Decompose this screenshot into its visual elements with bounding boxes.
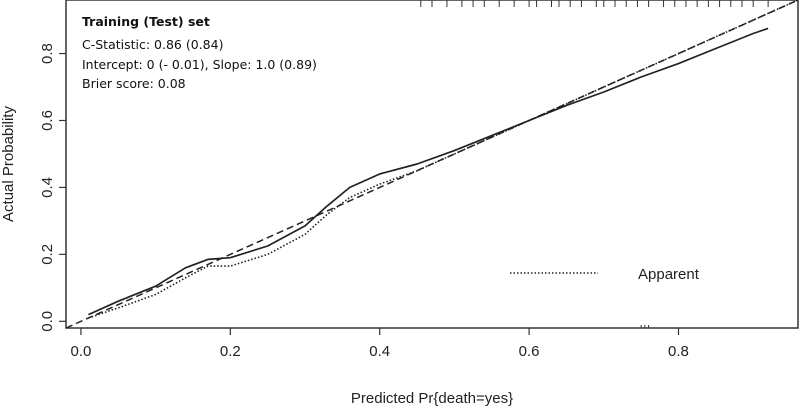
x-tick-label: 0.6 (519, 343, 540, 360)
y-tick-label: 0.0 (39, 311, 56, 332)
x-tick-label: 0.0 (71, 343, 92, 360)
y-tick-label: 0.8 (39, 43, 56, 64)
legend: Apparent (510, 266, 700, 283)
annotation-line-brier: Brier score: 0.08 (82, 76, 186, 91)
plot-frame (65, 0, 799, 329)
x-axis: 0.0 0.2 0.4 0.6 0.8 (71, 328, 689, 360)
bias-corrected-line (88, 27, 769, 316)
y-axis: 0.0 0.2 0.4 0.6 0.8 (39, 43, 66, 332)
apparent-line (88, 0, 799, 319)
annotation-line-intercept-slope: Intercept: 0 (- 0.01), Slope: 1.0 (0.89) (82, 57, 317, 72)
stats-annotation: Training (Test) set C-Statistic: 0.86 (0… (82, 14, 317, 91)
legend-label-apparent: Apparent (638, 266, 700, 283)
y-axis-title: Actual Probability (0, 106, 17, 222)
x-tick-label: 0.2 (220, 343, 241, 360)
x-tick-label: 0.4 (369, 343, 390, 360)
series-layer (65, 0, 799, 329)
annotation-heading: Training (Test) set (82, 14, 210, 29)
y-tick-label: 0.6 (39, 110, 56, 131)
x-tick-label: 0.8 (668, 343, 689, 360)
y-tick-label: 0.2 (39, 244, 56, 265)
rug-layer (420, 0, 769, 328)
y-tick-label: 0.4 (39, 177, 56, 198)
annotation-line-c-statistic: C-Statistic: 0.86 (0.84) (82, 37, 223, 52)
x-axis-title: Predicted Pr{death=yes} (351, 390, 513, 407)
